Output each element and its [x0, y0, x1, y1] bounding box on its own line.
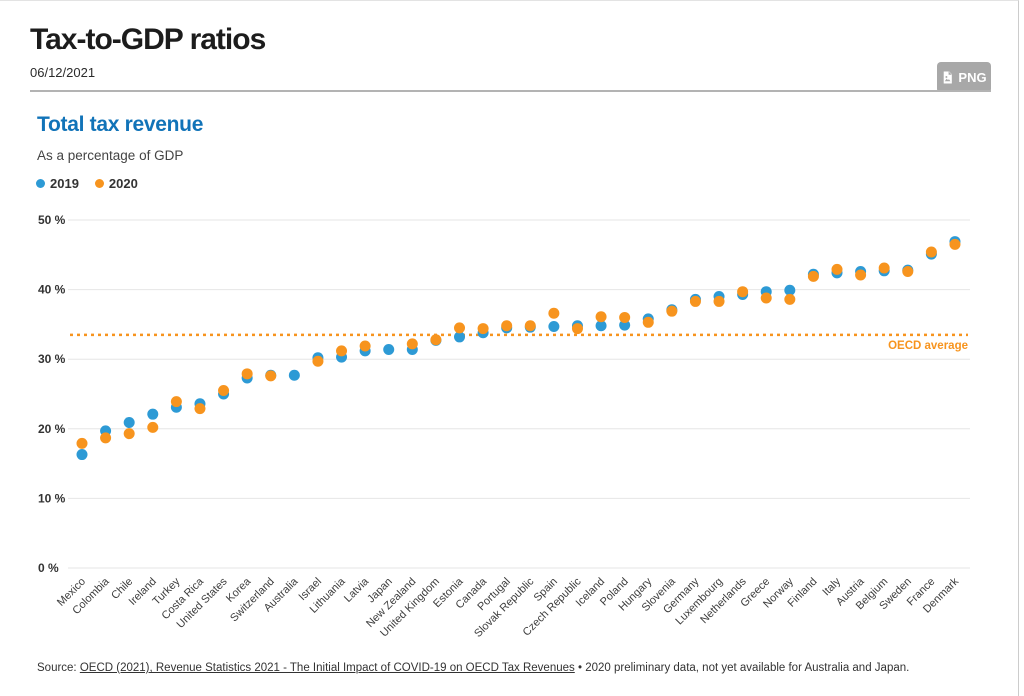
point-2020-czech-republic[interactable] — [571, 323, 583, 335]
point-2020-israel[interactable] — [312, 355, 324, 367]
point-2020-chile[interactable] — [123, 428, 135, 440]
point-2019-norway[interactable] — [784, 284, 796, 296]
source-prefix: Source: — [37, 662, 80, 674]
point-2020-austria[interactable] — [855, 269, 867, 281]
source-link[interactable]: OECD (2021), Revenue Statistics 2021 - T… — [79, 662, 575, 674]
source-note: 2020 preliminary data, not yet available… — [585, 662, 910, 674]
chart-title: Total tax revenue — [37, 113, 204, 136]
point-2020-germany[interactable] — [689, 295, 701, 307]
oecd-average-label: OECD average — [888, 340, 968, 352]
point-2020-estonia[interactable] — [454, 322, 466, 334]
point-2019-mexico[interactable] — [76, 449, 88, 461]
point-2019-australia[interactable] — [288, 369, 300, 381]
png-file-icon — [941, 71, 954, 84]
source-separator: • — [574, 662, 586, 674]
point-2020-lithuania[interactable] — [336, 345, 348, 357]
download-png-button[interactable]: PNG — [937, 62, 991, 92]
point-2020-iceland[interactable] — [595, 311, 607, 323]
point-2019-iceland[interactable] — [595, 320, 607, 332]
point-2019-spain[interactable] — [548, 320, 560, 332]
point-2019-chile[interactable] — [123, 417, 135, 429]
chart-legend: 2019 2020 — [36, 176, 138, 191]
png-button-label: PNG — [958, 69, 987, 85]
point-2020-italy[interactable] — [831, 263, 843, 275]
point-2020-slovenia[interactable] — [666, 305, 678, 317]
page-title: Tax-to-GDP ratios — [30, 23, 266, 56]
legend-item-2020[interactable]: 2020 — [94, 176, 138, 191]
header-divider — [30, 90, 991, 92]
y-tick-label-30: 30 % — [38, 352, 66, 366]
y-tick-label-50: 50 % — [38, 213, 66, 227]
point-2019-poland[interactable] — [619, 319, 631, 331]
point-2020-mexico[interactable] — [76, 437, 88, 449]
point-2020-spain[interactable] — [548, 307, 560, 319]
point-2020-latvia[interactable] — [359, 340, 371, 352]
point-2020-new-zealand[interactable] — [406, 338, 418, 350]
point-2020-turkey[interactable] — [170, 396, 182, 408]
publication-date: 06/12/2021 — [30, 65, 96, 80]
legend-label-2020: 2020 — [108, 176, 138, 191]
y-tick-label-20: 20 % — [38, 422, 66, 436]
y-tick-label-40: 40 % — [38, 283, 66, 297]
point-2020-canada[interactable] — [477, 323, 489, 335]
point-2020-switzerland[interactable] — [265, 370, 277, 382]
point-2020-costa-rica[interactable] — [194, 403, 206, 415]
point-2020-hungary[interactable] — [642, 316, 654, 328]
legend-label-2019: 2019 — [50, 176, 79, 191]
point-2020-poland[interactable] — [619, 311, 631, 323]
point-2020-netherlands[interactable] — [737, 286, 749, 298]
tax-to-gdp-scatter-chart: 0 %10 %20 %30 %40 %50 %MexicoColombiaChi… — [38, 213, 970, 640]
point-2020-norway[interactable] — [784, 293, 796, 305]
y-tick-label-10: 10 % — [38, 491, 66, 505]
point-2020-greece[interactable] — [760, 292, 772, 304]
point-2020-slovak-republic[interactable] — [524, 320, 536, 332]
point-2019-japan[interactable] — [383, 343, 395, 355]
point-2020-france[interactable] — [925, 246, 937, 258]
legend-dot-2020 — [94, 179, 104, 188]
point-2020-finland[interactable] — [807, 270, 819, 282]
point-2020-colombia[interactable] — [100, 432, 112, 444]
point-2020-ireland[interactable] — [147, 421, 159, 433]
point-2020-united-states[interactable] — [218, 385, 230, 397]
legend-item-2019[interactable]: 2019 — [36, 176, 79, 191]
point-2020-korea[interactable] — [241, 368, 253, 380]
point-2019-estonia[interactable] — [454, 331, 466, 343]
point-2020-denmark[interactable] — [949, 238, 961, 250]
point-2020-sweden[interactable] — [902, 266, 914, 278]
legend-dot-2019 — [36, 179, 45, 188]
point-2020-united-kingdom[interactable] — [430, 334, 442, 346]
source-line: Source: OECD (2021), Revenue Statistics … — [37, 662, 909, 674]
point-2019-ireland[interactable] — [147, 408, 159, 420]
point-2020-luxembourg[interactable] — [713, 295, 725, 307]
point-2020-belgium[interactable] — [878, 262, 890, 274]
chart-subtitle: As a percentage of GDP — [37, 148, 184, 163]
point-2020-portugal[interactable] — [501, 320, 513, 332]
y-tick-label-0: 0 % — [38, 561, 59, 575]
